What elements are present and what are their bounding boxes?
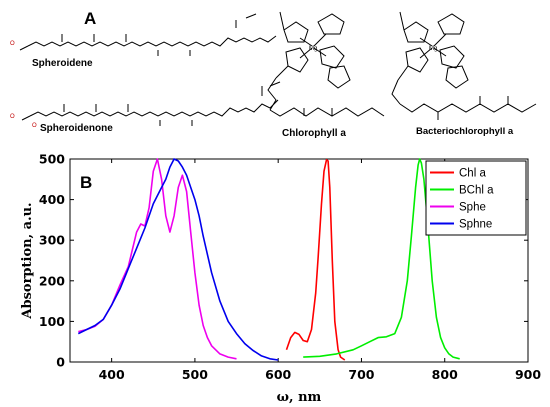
spheroidene-structure: O Spheroidene <box>10 13 277 69</box>
y-tick-label: 500 <box>39 152 65 167</box>
legend-label: Chl a <box>459 168 486 180</box>
svg-text:O: O <box>10 114 15 120</box>
y-tick-label: 100 <box>39 314 65 329</box>
legend-label: BChl a <box>459 185 494 197</box>
panel-a: A O Spheroidene O O <box>10 9 537 139</box>
legend-label: Sphe <box>459 202 486 214</box>
chlorophyll-a-label: Chlorophyll a <box>282 128 346 139</box>
x-tick-label: 400 <box>99 367 125 382</box>
series-line-sphne <box>77 158 279 361</box>
x-tick-label: 700 <box>348 367 374 382</box>
y-axis-title: Absorption, a.u. <box>20 202 35 319</box>
series-line-sphe <box>78 158 237 360</box>
series-line-chl-a <box>285 159 346 361</box>
bacteriochlorophyll-a-structure: Mg Bacteriochlorophyll a <box>391 11 537 137</box>
y-tick-label: 0 <box>56 355 65 370</box>
spheroidene-label: Spheroidene <box>32 58 93 69</box>
panel-a-label: A <box>84 9 96 28</box>
x-tick-label: 600 <box>265 367 291 382</box>
svg-text:O: O <box>32 123 37 129</box>
series-line-bchl-a <box>303 158 460 360</box>
y-tick-label: 200 <box>39 273 65 288</box>
bacteriochlorophyll-a-label: Bacteriochlorophyll a <box>416 126 514 137</box>
x-tick-label: 900 <box>515 367 541 382</box>
x-tick-label: 800 <box>432 367 458 382</box>
panel-b-label: B <box>80 173 92 192</box>
plot-frame <box>69 158 529 363</box>
x-axis-title: ω, nm <box>277 390 322 405</box>
y-tick-label: 400 <box>39 192 65 207</box>
legend: Chl a BChl a Sphe Sphne <box>425 160 527 236</box>
panel-b: B 0 100 200 300 400 500 400 500 600 700 800 900 ω,… <box>20 152 541 406</box>
x-tick-label: 500 <box>182 367 208 382</box>
spheroidenone-label: Spheroidenone <box>40 123 113 134</box>
chlorophyll-a-structure: Mg Chlorophyll a <box>267 11 385 139</box>
y-tick-label: 300 <box>39 233 65 248</box>
y-axis: 0 100 200 300 400 500 <box>39 152 528 370</box>
svg-text:O: O <box>10 41 15 47</box>
x-axis: 400 500 600 700 800 900 <box>99 159 541 382</box>
spheroidenone-structure: O O Spheroidenone <box>10 81 281 134</box>
legend-label: Sphne <box>459 219 492 231</box>
svg-text:Mg: Mg <box>309 46 317 52</box>
svg-text:Mg: Mg <box>429 46 437 52</box>
series-group <box>77 158 460 361</box>
